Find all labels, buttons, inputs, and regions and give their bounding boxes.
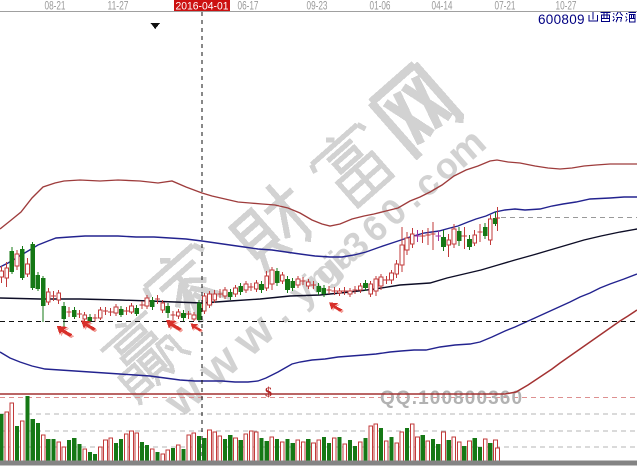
svg-text:07-21: 07-21 (495, 1, 516, 13)
svg-text:11-27: 11-27 (108, 1, 129, 13)
svg-text:06-17: 06-17 (238, 1, 259, 13)
svg-text:QQ.100800360: QQ.100800360 (380, 388, 523, 409)
svg-text:08-21: 08-21 (45, 1, 66, 13)
svg-text:$: $ (265, 386, 272, 401)
svg-text:09-23: 09-23 (307, 1, 328, 13)
svg-text:2016-04-01: 2016-04-01 (176, 1, 229, 13)
svg-text:01-06: 01-06 (370, 1, 391, 13)
svg-text:04-14: 04-14 (432, 1, 453, 13)
svg-text:10-27: 10-27 (556, 1, 577, 13)
svg-text:600809: 600809 (538, 12, 585, 27)
